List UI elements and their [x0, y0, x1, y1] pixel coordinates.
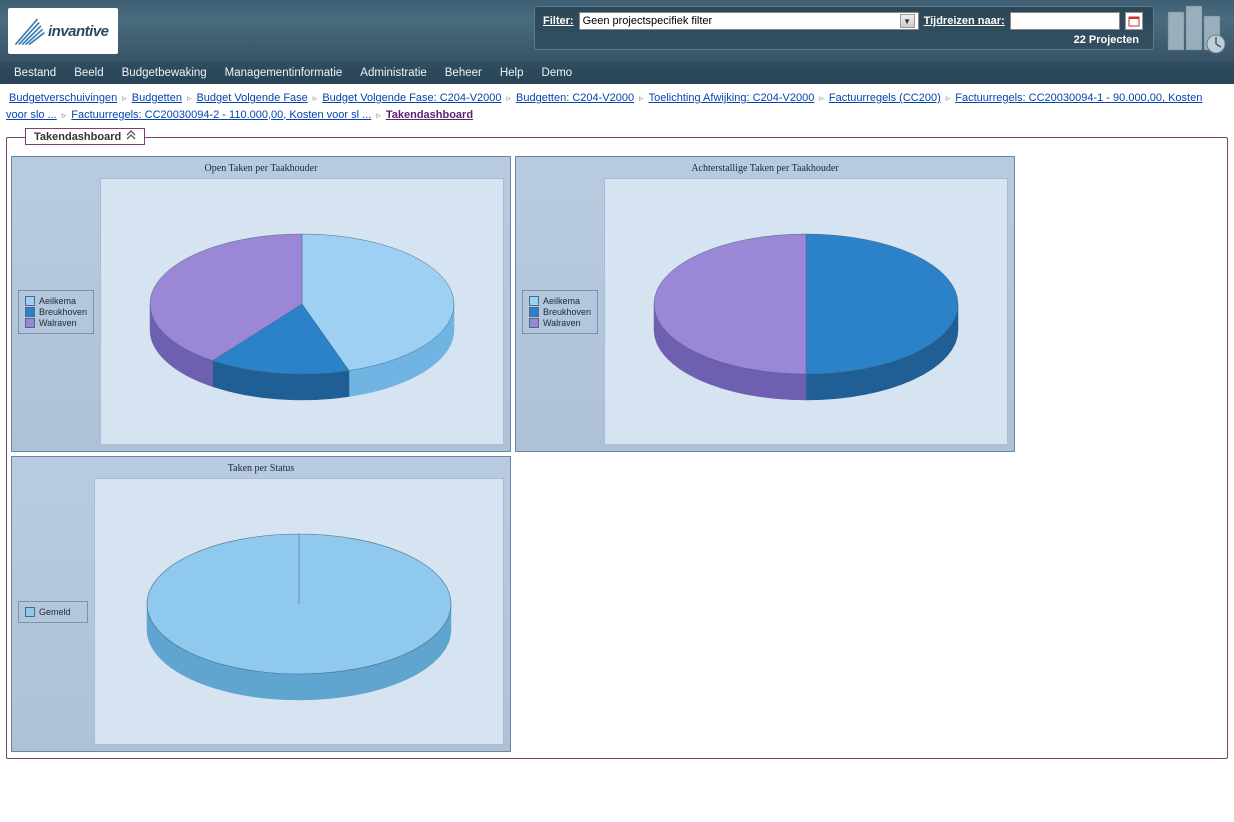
chart-title: Achterstallige Taken per Taakhouder: [691, 163, 838, 174]
menu-item-beeld[interactable]: Beeld: [74, 67, 103, 79]
breadcrumb-separator: ▹: [376, 110, 381, 120]
legend-swatch: [529, 318, 539, 328]
chart-legend: AeilkemaBreukhovenWalraven: [18, 290, 94, 334]
breadcrumb-link[interactable]: Factuurregels: CC20030094-2 - 110.000,00…: [71, 109, 371, 121]
breadcrumb-separator: ▹: [819, 93, 824, 103]
legend-item: Walraven: [25, 318, 87, 328]
chart-legend: Gemeld: [18, 601, 88, 623]
legend-item: Walraven: [529, 318, 591, 328]
chart-title: Open Taken per Taakhouder: [205, 163, 318, 174]
chart-plot: [100, 178, 504, 445]
legend-label: Aeilkema: [543, 296, 580, 306]
legend-label: Gemeld: [39, 607, 71, 617]
dashboard-title: Takendashboard: [34, 131, 121, 143]
breadcrumb-separator: ▹: [507, 93, 512, 103]
chart-panel-open-taken: Open Taken per Taakhouder AeilkemaBreukho…: [11, 156, 511, 452]
breadcrumb-separator: ▹: [122, 93, 127, 103]
legend-label: Aeilkema: [39, 296, 76, 306]
legend-label: Walraven: [39, 318, 77, 328]
legend-item: Aeilkema: [529, 296, 591, 306]
breadcrumb-link[interactable]: Budgetverschuivingen: [9, 92, 117, 104]
breadcrumb-link[interactable]: Budgetten: [132, 92, 182, 104]
tijdreizen-input[interactable]: [1010, 12, 1120, 30]
tijdreizen-label: Tijdreizen naar:: [924, 15, 1005, 27]
chart-plot: [604, 178, 1008, 445]
chart-title: Taken per Status: [228, 463, 295, 474]
chart-body: AeilkemaBreukhovenWalraven: [18, 178, 504, 445]
breadcrumb-separator: ▹: [313, 93, 318, 103]
filter-panel: Filter: Geen projectspecifiek filter ▼ T…: [534, 6, 1154, 50]
buildings-icon: [1164, 4, 1228, 54]
menu-item-help[interactable]: Help: [500, 67, 524, 79]
legend-item: Aeilkema: [25, 296, 87, 306]
main-menu: Bestand Beeld Budgetbewaking Managementinfo…: [0, 62, 1234, 84]
legend-label: Walraven: [543, 318, 581, 328]
chart-body: Gemeld: [18, 478, 504, 745]
legend-label: Breukhoven: [543, 307, 591, 317]
menu-item-demo[interactable]: Demo: [542, 67, 573, 79]
breadcrumb-link[interactable]: Factuurregels (CC200): [829, 92, 941, 104]
project-count: 22 Projecten: [1074, 34, 1139, 46]
chart-body: AeilkemaBreukhovenWalraven: [522, 178, 1008, 445]
filter-select[interactable]: Geen projectspecifiek filter ▼: [579, 12, 919, 30]
legend-label: Breukhoven: [39, 307, 87, 317]
breadcrumb-separator: ▹: [639, 93, 644, 103]
breadcrumb-link[interactable]: Toelichting Afwijking: C204-V2000: [649, 92, 815, 104]
filter-value: Geen projectspecifiek filter: [583, 15, 713, 27]
breadcrumb-link[interactable]: Budget Volgende Fase: C204-V2000: [322, 92, 501, 104]
legend-item: Gemeld: [25, 607, 81, 617]
chart-legend: AeilkemaBreukhovenWalraven: [522, 290, 598, 334]
legend-swatch: [25, 607, 35, 617]
legend-swatch: [25, 318, 35, 328]
legend-item: Breukhoven: [25, 307, 87, 317]
legend-swatch: [529, 296, 539, 306]
dashboard-panel: Takendashboard Open Taken per Taakhouder…: [6, 137, 1228, 759]
legend-item: Breukhoven: [529, 307, 591, 317]
menu-item-bestand[interactable]: Bestand: [14, 67, 56, 79]
chart-grid: Open Taken per TaakhouderAeilkemaBreukho…: [11, 156, 1223, 752]
filter-label: Filter:: [543, 15, 574, 27]
breadcrumb-link[interactable]: Budgetten: C204-V2000: [516, 92, 634, 104]
collapse-icon[interactable]: [126, 130, 136, 143]
chart-plot: [94, 478, 504, 745]
chevron-down-icon[interactable]: ▼: [900, 14, 915, 28]
chart-panel-status: Taken per Status Gemeld: [11, 456, 511, 752]
breadcrumb-current: Takendashboard: [386, 109, 473, 121]
brand-name: invantive: [48, 23, 109, 40]
brand-logo: invantive: [8, 8, 118, 54]
menu-item-managementinformatie[interactable]: Managementinformatie: [225, 67, 343, 79]
breadcrumb-separator: ▹: [187, 93, 192, 103]
menu-item-beheer[interactable]: Beheer: [445, 67, 482, 79]
menu-item-budgetbewaking[interactable]: Budgetbewaking: [122, 67, 207, 79]
legend-swatch: [529, 307, 539, 317]
legend-swatch: [25, 307, 35, 317]
menu-item-administratie[interactable]: Administratie: [360, 67, 426, 79]
brand-icon: [12, 14, 46, 48]
legend-swatch: [25, 296, 35, 306]
breadcrumb: Budgetverschuivingen ▹ Budgetten ▹ Budget Vo…: [0, 84, 1234, 131]
chart-panel-achterstallig: Achterstallige Taken per Taakhouder Aeilk…: [515, 156, 1015, 452]
app-header: invantive Filter: Geen projectspecifiek …: [0, 0, 1234, 62]
calendar-icon[interactable]: [1125, 12, 1143, 30]
breadcrumb-separator: ▹: [946, 93, 951, 103]
dashboard-tab[interactable]: Takendashboard: [25, 128, 145, 145]
breadcrumb-separator: ▹: [62, 110, 67, 120]
breadcrumb-link[interactable]: Budget Volgende Fase: [196, 92, 307, 104]
